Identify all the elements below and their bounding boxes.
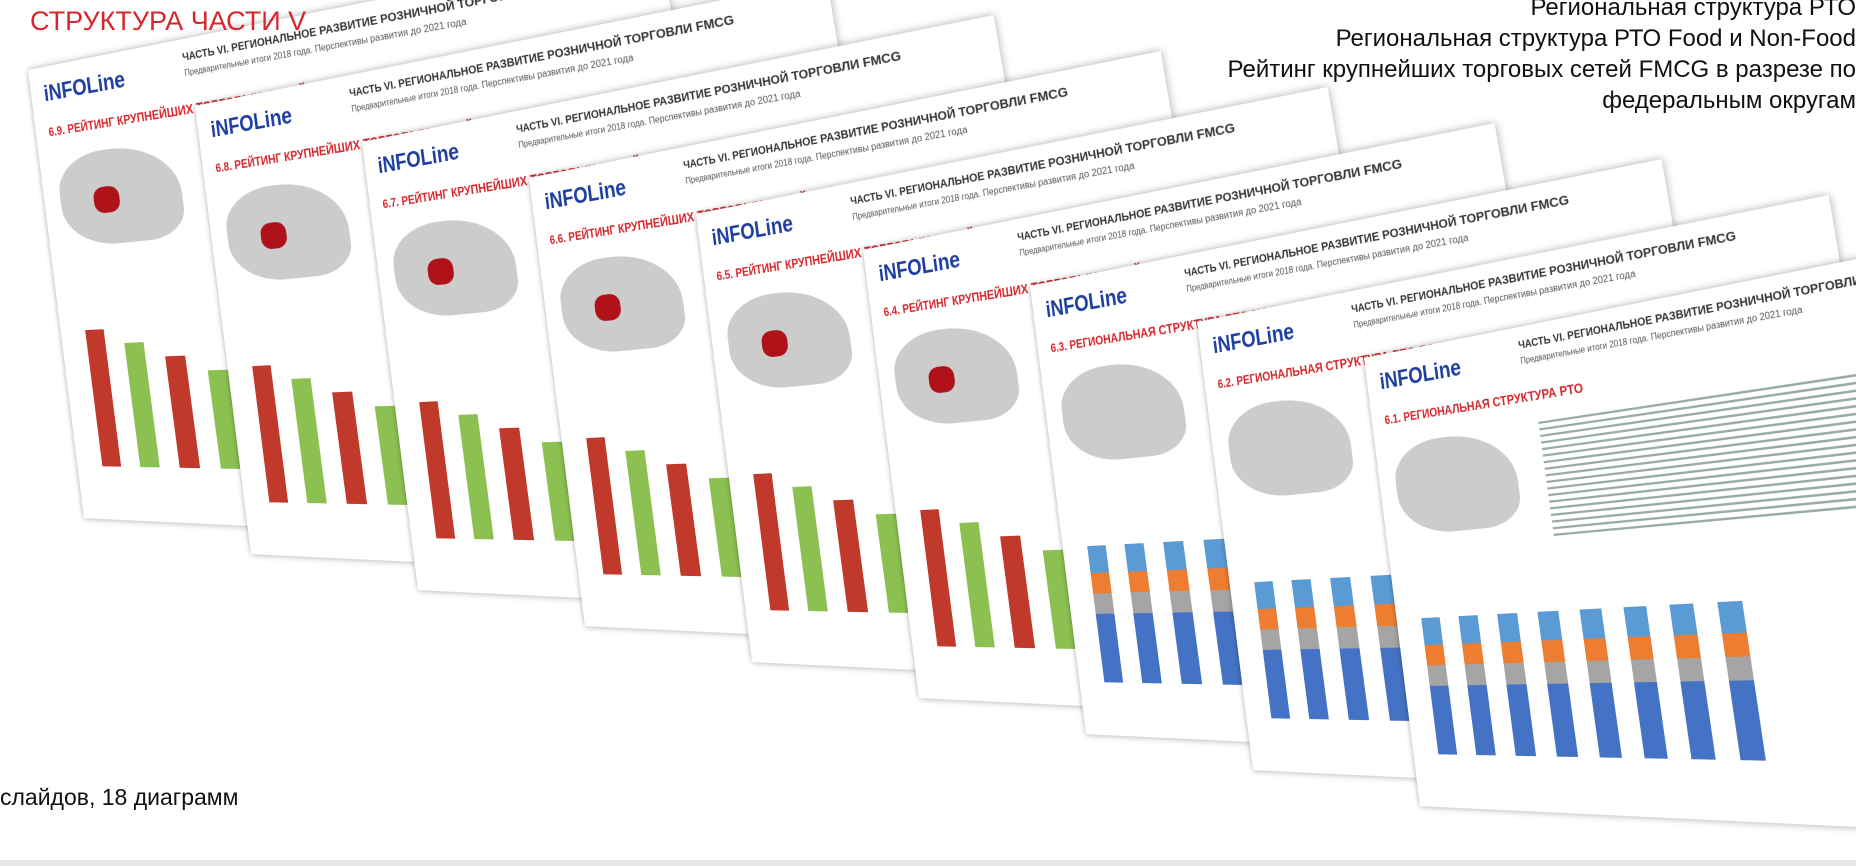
- map: [1224, 391, 1357, 501]
- map: [556, 247, 689, 357]
- logo: iNFOLine: [1211, 317, 1296, 359]
- logo: iNFOLine: [209, 101, 294, 143]
- chart-decoration: [1419, 559, 1856, 766]
- map: [1057, 355, 1190, 465]
- map: [1391, 427, 1524, 537]
- map: [723, 283, 856, 393]
- contents: Региональная структура РТО Региональная …: [1228, 0, 1856, 116]
- content-line: федеральным округам: [1602, 87, 1856, 114]
- map: [389, 211, 522, 321]
- footer: слайдов, 18 диаграмм: [0, 784, 239, 810]
- map: [55, 139, 188, 249]
- logo: iNFOLine: [376, 137, 461, 179]
- map: [890, 319, 1023, 429]
- text-block: [1537, 348, 1856, 539]
- logo: iNFOLine: [1044, 281, 1129, 323]
- content-line: Региональная структура РТО: [1530, 0, 1856, 21]
- content-line: Рейтинг крупнейших торговых сетей FMCG в…: [1227, 56, 1856, 83]
- bottom-band: [0, 860, 1856, 866]
- logo: iNFOLine: [1378, 353, 1463, 395]
- logo: iNFOLine: [42, 65, 127, 107]
- heading: СТРУКТУРА ЧАСТИ V: [30, 6, 307, 36]
- logo: iNFOLine: [710, 209, 795, 251]
- map: [222, 175, 355, 285]
- logo: iNFOLine: [543, 173, 628, 215]
- content-line: Региональная структура РТО Food и Non-Fo…: [1335, 25, 1856, 52]
- logo: iNFOLine: [877, 245, 962, 287]
